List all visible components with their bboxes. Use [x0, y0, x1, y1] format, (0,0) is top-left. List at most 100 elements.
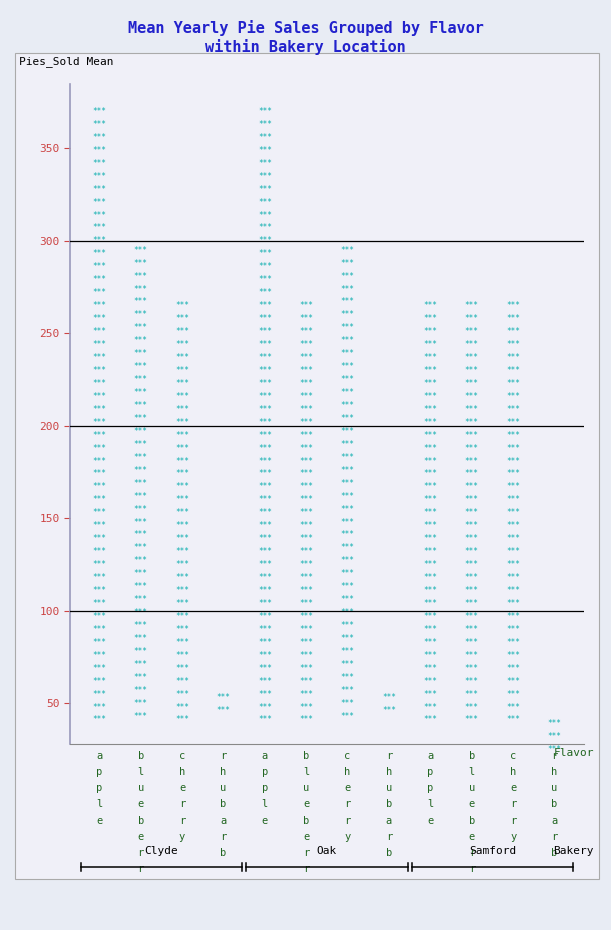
Text: ***: *** — [423, 431, 437, 440]
Text: ***: *** — [341, 272, 354, 281]
Text: ***: *** — [134, 453, 148, 462]
Text: b: b — [551, 848, 558, 858]
Text: ***: *** — [258, 418, 272, 427]
Text: b: b — [137, 751, 144, 761]
Text: ***: *** — [175, 327, 189, 336]
Text: ***: *** — [258, 457, 272, 466]
Text: r: r — [551, 751, 558, 761]
Text: b: b — [221, 800, 227, 809]
Text: ***: *** — [134, 259, 148, 268]
Text: u: u — [469, 783, 475, 793]
Text: ***: *** — [134, 673, 148, 682]
Text: ***: *** — [92, 379, 106, 388]
Text: ***: *** — [175, 586, 189, 595]
Text: ***: *** — [506, 496, 520, 504]
Text: ***: *** — [92, 288, 106, 298]
Text: ***: *** — [92, 599, 106, 608]
Text: ***: *** — [423, 418, 437, 427]
Text: ***: *** — [92, 249, 106, 259]
Text: ***: *** — [258, 612, 272, 621]
Text: r: r — [303, 865, 309, 874]
Text: ***: *** — [341, 337, 354, 345]
Text: ***: *** — [258, 353, 272, 362]
Text: ***: *** — [134, 350, 148, 358]
Text: ***: *** — [134, 375, 148, 384]
Text: ***: *** — [134, 518, 148, 526]
Text: ***: *** — [341, 285, 354, 294]
Text: u: u — [221, 783, 227, 793]
Text: ***: *** — [92, 223, 106, 232]
Text: ***: *** — [341, 298, 354, 307]
Text: b: b — [386, 800, 392, 809]
Text: ***: *** — [423, 560, 437, 569]
Text: ***: *** — [258, 638, 272, 646]
Text: ***: *** — [423, 392, 437, 401]
Text: ***: *** — [258, 483, 272, 491]
Text: ***: *** — [134, 492, 148, 500]
Text: ***: *** — [175, 418, 189, 427]
Text: ***: *** — [506, 444, 520, 453]
Text: ***: *** — [175, 301, 189, 310]
Text: ***: *** — [506, 612, 520, 621]
Text: ***: *** — [92, 159, 106, 167]
Text: h: h — [179, 766, 185, 777]
Text: ***: *** — [134, 246, 148, 255]
Text: ***: *** — [258, 689, 272, 698]
Text: r: r — [221, 751, 227, 761]
Text: ***: *** — [341, 492, 354, 500]
Text: ***: *** — [258, 249, 272, 259]
Text: ***: *** — [506, 715, 520, 724]
Text: ***: *** — [465, 314, 478, 323]
Text: y: y — [345, 832, 351, 842]
Text: Bakery: Bakery — [554, 845, 594, 856]
Text: ***: *** — [423, 314, 437, 323]
Text: ***: *** — [506, 560, 520, 569]
Text: ***: *** — [92, 470, 106, 478]
Text: ***: *** — [423, 689, 437, 698]
Text: ***: *** — [341, 685, 354, 695]
Text: ***: *** — [465, 509, 478, 517]
Text: ***: *** — [258, 547, 272, 556]
Text: ***: *** — [92, 651, 106, 659]
Text: ***: *** — [341, 453, 354, 462]
Text: ***: *** — [465, 418, 478, 427]
Text: ***: *** — [134, 466, 148, 474]
Text: ***: *** — [134, 272, 148, 281]
Text: p: p — [96, 783, 103, 793]
Text: u: u — [386, 783, 392, 793]
Text: ***: *** — [92, 521, 106, 530]
Text: ***: *** — [465, 560, 478, 569]
Text: ***: *** — [341, 582, 354, 591]
Text: a: a — [221, 816, 227, 826]
Text: ***: *** — [506, 327, 520, 336]
Text: ***: *** — [341, 362, 354, 371]
Text: ***: *** — [506, 340, 520, 349]
Text: ***: *** — [258, 392, 272, 401]
Text: ***: *** — [92, 483, 106, 491]
Text: ***: *** — [299, 444, 313, 453]
Text: ***: *** — [506, 702, 520, 711]
Text: ***: *** — [175, 365, 189, 375]
Text: ***: *** — [299, 599, 313, 608]
Text: a: a — [551, 816, 558, 826]
Text: ***: *** — [92, 689, 106, 698]
Text: ***: *** — [299, 340, 313, 349]
Text: ***: *** — [547, 732, 562, 741]
Text: c: c — [179, 751, 185, 761]
Text: ***: *** — [465, 612, 478, 621]
Text: ***: *** — [506, 418, 520, 427]
Text: ***: *** — [299, 431, 313, 440]
Text: ***: *** — [465, 470, 478, 478]
Text: ***: *** — [258, 444, 272, 453]
Text: c: c — [345, 751, 351, 761]
Text: l: l — [303, 766, 309, 777]
Text: Clyde: Clyde — [144, 845, 178, 856]
Text: ***: *** — [134, 634, 148, 643]
Text: l: l — [96, 800, 103, 809]
Text: a: a — [386, 816, 392, 826]
Text: ***: *** — [175, 521, 189, 530]
Text: Flavor: Flavor — [554, 748, 594, 758]
Text: h: h — [386, 766, 392, 777]
Text: ***: *** — [92, 301, 106, 310]
Text: ***: *** — [423, 405, 437, 414]
